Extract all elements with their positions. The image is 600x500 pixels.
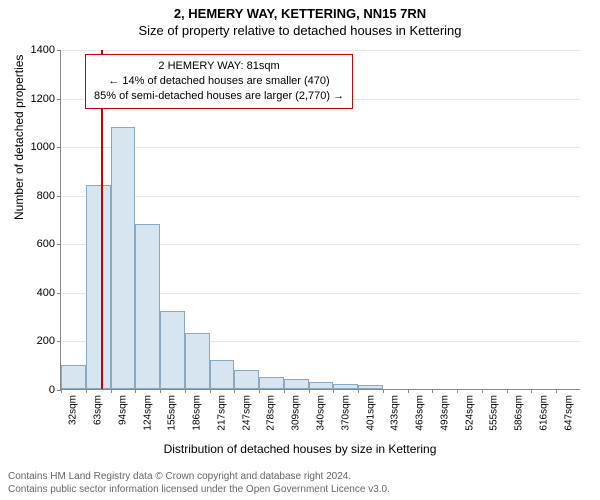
xtick-mark [383, 389, 384, 393]
xtick-mark [358, 389, 359, 393]
annotation-line-1: 2 HEMERY WAY: 81sqm [94, 59, 344, 74]
ytick-label: 400 [37, 287, 55, 299]
ytick-label: 1400 [31, 44, 55, 56]
xtick-mark [160, 389, 161, 393]
ytick-mark [57, 196, 61, 197]
histogram-bar [86, 185, 111, 389]
xtick-mark [259, 389, 260, 393]
footer-line-1: Contains HM Land Registry data © Crown c… [8, 470, 390, 483]
xtick-mark [531, 389, 532, 393]
histogram-bar [185, 333, 210, 389]
xtick-label: 493sqm [439, 395, 450, 431]
ytick-mark [57, 244, 61, 245]
ytick-mark [57, 341, 61, 342]
ytick-label: 200 [37, 335, 55, 347]
histogram-bar [358, 385, 383, 389]
xtick-mark [457, 389, 458, 393]
xtick-mark [86, 389, 87, 393]
xtick-mark [309, 389, 310, 393]
histogram-bar [61, 365, 86, 389]
xtick-mark [507, 389, 508, 393]
xtick-label: 32sqm [68, 395, 79, 425]
xtick-label: 586sqm [514, 395, 525, 431]
xtick-mark [284, 389, 285, 393]
histogram-bar [284, 379, 309, 389]
ytick-mark [57, 50, 61, 51]
ytick-label: 800 [37, 190, 55, 202]
x-axis-label: Distribution of detached houses by size … [0, 442, 600, 456]
histogram-bar [111, 127, 136, 389]
xtick-label: 433sqm [390, 395, 401, 431]
xtick-label: 94sqm [117, 395, 128, 425]
xtick-mark [135, 389, 136, 393]
histogram-plot: 020040060080010001200140032sqm63sqm94sqm… [60, 50, 580, 390]
xtick-mark [185, 389, 186, 393]
histogram-bar [160, 311, 185, 389]
xtick-mark [408, 389, 409, 393]
annotation-box: 2 HEMERY WAY: 81sqm ← 14% of detached ho… [85, 54, 353, 109]
histogram-bar [210, 360, 235, 389]
histogram-bar [333, 384, 358, 389]
xtick-mark [111, 389, 112, 393]
ytick-mark [57, 99, 61, 100]
ytick-label: 1200 [31, 93, 55, 105]
ytick-label: 0 [49, 384, 55, 396]
xtick-label: 340sqm [316, 395, 327, 431]
xtick-mark [234, 389, 235, 393]
ytick-mark [57, 147, 61, 148]
xtick-mark [482, 389, 483, 393]
histogram-bar [135, 224, 160, 389]
ytick-label: 1000 [31, 141, 55, 153]
gridline [61, 50, 580, 51]
gridline [61, 196, 580, 197]
ytick-mark [57, 293, 61, 294]
xtick-label: 124sqm [142, 395, 153, 431]
xtick-label: 370sqm [340, 395, 351, 431]
xtick-mark [556, 389, 557, 393]
xtick-mark [333, 389, 334, 393]
xtick-label: 278sqm [266, 395, 277, 431]
xtick-label: 616sqm [538, 395, 549, 431]
xtick-label: 309sqm [291, 395, 302, 431]
xtick-label: 155sqm [167, 395, 178, 431]
y-axis-label: Number of detached properties [12, 55, 26, 220]
page-title: 2, HEMERY WAY, KETTERING, NN15 7RN [0, 0, 600, 21]
xtick-label: 401sqm [365, 395, 376, 431]
histogram-bar [234, 370, 259, 389]
xtick-mark [432, 389, 433, 393]
xtick-label: 463sqm [415, 395, 426, 431]
chart-area: 020040060080010001200140032sqm63sqm94sqm… [60, 50, 580, 390]
xtick-mark [210, 389, 211, 393]
footer-line-2: Contains public sector information licen… [8, 483, 390, 496]
xtick-label: 186sqm [192, 395, 203, 431]
page-subtitle: Size of property relative to detached ho… [0, 21, 600, 38]
xtick-label: 647sqm [563, 395, 574, 431]
histogram-bar [309, 382, 334, 389]
xtick-label: 555sqm [489, 395, 500, 431]
gridline [61, 147, 580, 148]
ytick-label: 600 [37, 238, 55, 250]
xtick-label: 217sqm [216, 395, 227, 431]
xtick-label: 247sqm [241, 395, 252, 431]
annotation-line-3: 85% of semi-detached houses are larger (… [94, 89, 344, 104]
xtick-mark [61, 389, 62, 393]
annotation-line-2: ← 14% of detached houses are smaller (47… [94, 74, 344, 89]
xtick-label: 63sqm [93, 395, 104, 425]
histogram-bar [259, 377, 284, 389]
xtick-label: 524sqm [464, 395, 475, 431]
footer-attribution: Contains HM Land Registry data © Crown c… [8, 470, 390, 496]
